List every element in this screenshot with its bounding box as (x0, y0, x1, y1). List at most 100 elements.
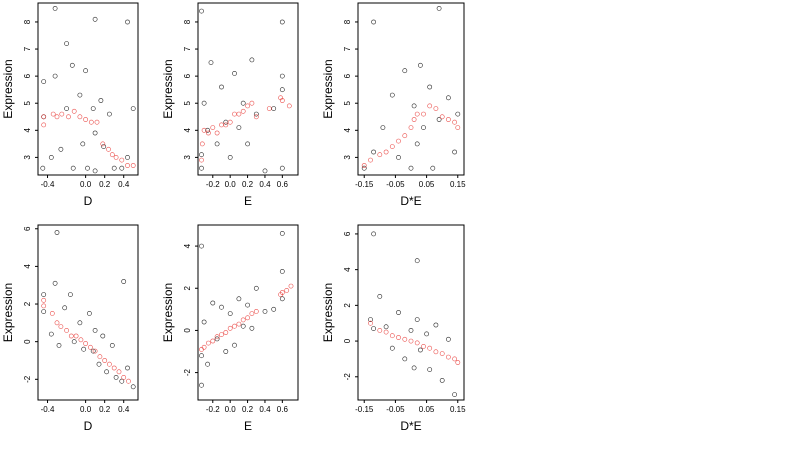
observed-point (101, 144, 107, 149)
fitted-point (83, 341, 88, 346)
observed-point (417, 62, 423, 68)
observed-point (199, 382, 204, 388)
observed-point (104, 369, 109, 375)
fitted-point (130, 163, 136, 168)
observed-point (262, 168, 268, 174)
fitted-point (199, 157, 204, 163)
fitted-point (396, 138, 401, 144)
fitted-point (111, 365, 117, 371)
x-tick-label: 0.2 (99, 180, 111, 189)
fitted-point (421, 111, 426, 117)
observed-point (98, 98, 104, 103)
x-tick-label: 0.15 (450, 405, 466, 414)
observed-point (279, 268, 285, 274)
observed-point (107, 111, 112, 117)
observed-point (68, 292, 73, 297)
x-tick-label: 0.05 (419, 180, 435, 189)
observed-point (81, 346, 87, 352)
x-axis-label: E (244, 419, 252, 433)
fitted-point (414, 340, 420, 346)
y-tick-label: 2 (23, 301, 32, 306)
x-tick-label: 0.2 (242, 180, 254, 189)
observed-point (427, 84, 433, 90)
y-tick-label: 3 (183, 155, 192, 160)
observed-point (130, 384, 136, 390)
fitted-point (408, 338, 414, 344)
fitted-point (266, 106, 272, 111)
fitted-point (199, 141, 205, 147)
y-tick-label: -2 (23, 375, 32, 383)
observed-point (62, 305, 68, 311)
fitted-point (227, 119, 233, 125)
observed-point (41, 309, 47, 314)
x-tick-label: 0.2 (242, 405, 254, 414)
fitted-point (452, 356, 457, 362)
observed-point (48, 331, 54, 337)
observed-point (436, 117, 442, 122)
observed-point (199, 353, 204, 359)
x-tick-label: 0.4 (259, 180, 271, 189)
observed-point (70, 165, 76, 171)
fitted-point (205, 130, 211, 136)
observed-point (52, 73, 58, 79)
scatter-panel-1: -0.4 0.0 0.2 0.4 3 4 5 6 7 8 D Expression (1, 2, 139, 208)
y-tick-label: 5 (183, 100, 192, 105)
observed-point (54, 230, 60, 235)
fitted-point (94, 119, 100, 125)
y-tick-label: 0 (23, 339, 32, 344)
fitted-point (78, 337, 84, 343)
fitted-point (245, 315, 250, 321)
fitted-point (411, 117, 417, 122)
x-axis-label: D (84, 194, 93, 208)
observed-point (199, 243, 204, 249)
observed-point (199, 165, 204, 171)
observed-point (383, 324, 389, 330)
fitted-point (383, 149, 389, 155)
observed-point (236, 125, 242, 130)
observed-point (445, 336, 451, 342)
fitted-point (240, 317, 246, 323)
observed-point (371, 231, 376, 237)
fitted-point (433, 349, 439, 355)
fitted-point (288, 283, 294, 289)
fitted-point (88, 119, 94, 125)
fitted-point (210, 338, 216, 344)
observed-point (119, 165, 125, 171)
observed-point (411, 103, 417, 109)
y-tick-label: 7 (183, 46, 192, 51)
observed-point (396, 154, 401, 160)
x-axis-label: D*E (400, 419, 421, 433)
fitted-point (402, 133, 408, 139)
fitted-point (455, 360, 461, 365)
observed-point (58, 146, 64, 152)
observed-point (227, 311, 233, 316)
fitted-point (414, 111, 420, 117)
observed-point (421, 125, 426, 130)
x-tick-label: 0.2 (99, 405, 111, 414)
y-tick-label: 7 (343, 46, 352, 51)
fitted-point (253, 308, 259, 314)
scatter-panel-3: -0.15 -0.05 0.05 0.15 3 4 5 6 7 8 D*E Expression (321, 2, 466, 208)
fitted-point (214, 130, 220, 136)
observed-point (253, 111, 259, 117)
observed-point (271, 106, 277, 111)
fitted-point (107, 361, 112, 367)
fitted-point (402, 336, 408, 342)
fitted-point (49, 310, 55, 316)
observed-point (279, 73, 285, 79)
fitted-point (279, 290, 285, 295)
fitted-point (41, 297, 47, 303)
fitted-point (249, 311, 255, 316)
x-tick-label: 0.0 (80, 180, 92, 189)
observed-point (279, 165, 285, 171)
fitted-point (73, 333, 79, 339)
observed-point (361, 165, 367, 171)
fitted-point (433, 106, 439, 111)
fitted-point (109, 152, 115, 158)
y-tick-label: 8 (343, 19, 352, 24)
fitted-point (219, 122, 224, 128)
fitted-point (41, 122, 47, 128)
scatter-panel-4: -0.4 0.0 0.2 0.4 -2 0 2 4 6 D Expression (1, 224, 139, 433)
observed-point (125, 365, 130, 371)
observed-point (201, 100, 207, 106)
